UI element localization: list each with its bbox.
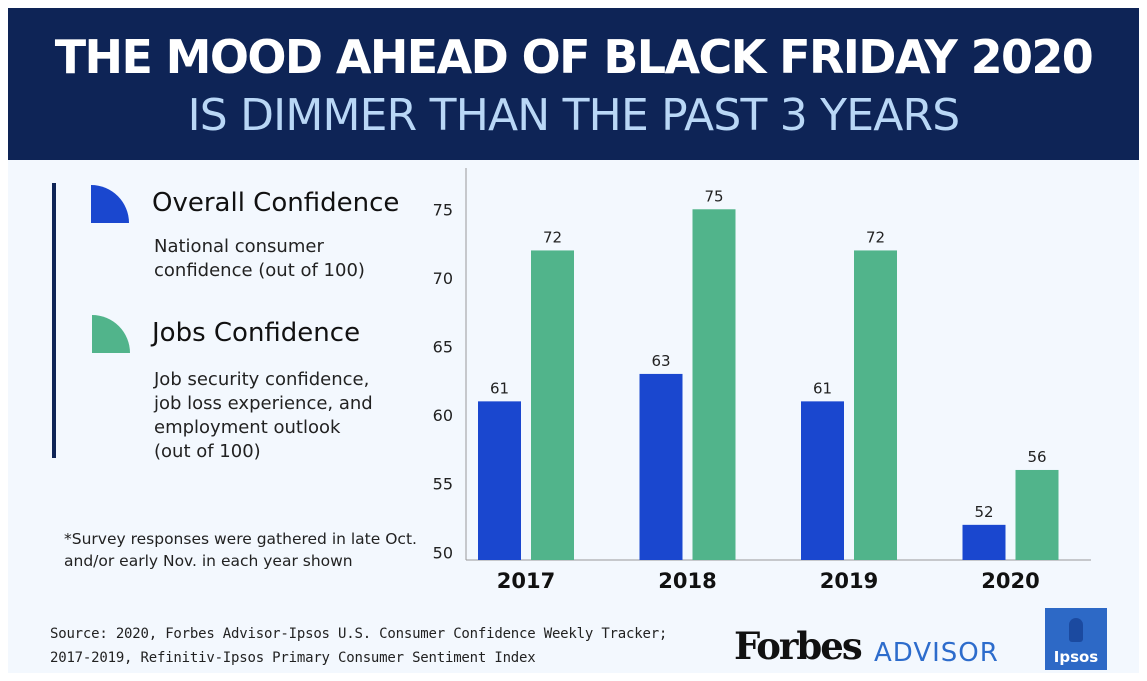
y-tick-label: 60 [433, 406, 453, 425]
bar-value-label: 72 [543, 228, 562, 246]
page-title: THE MOOD AHEAD OF BLACK FRIDAY 2020 [54, 30, 1094, 84]
legend-divider [52, 183, 56, 458]
overall-bar-2020 [962, 524, 1006, 560]
legend-jobs-desc: Job security confidence, job loss experi… [154, 369, 373, 462]
ipsos-logo: Ipsos [1045, 608, 1107, 670]
x-category-label: 2020 [981, 569, 1039, 593]
bar-value-label: 75 [704, 187, 723, 205]
header-banner: THE MOOD AHEAD OF BLACK FRIDAY 2020 IS D… [8, 8, 1139, 160]
legend-overall-title: Overall Confidence [152, 188, 400, 218]
x-category-label: 2018 [658, 569, 716, 593]
bar-value-label: 63 [651, 352, 670, 370]
page-subtitle: IS DIMMER THAN THE PAST 3 YEARS [187, 90, 961, 141]
ipsos-head-icon [1069, 618, 1083, 642]
overall-bar-2019 [801, 401, 844, 560]
bar-value-label: 72 [866, 228, 885, 246]
y-tick-label: 75 [433, 200, 453, 219]
jobs-bar-2019 [854, 250, 897, 560]
bar-value-label: 56 [1027, 448, 1046, 466]
bar-chart: 50 55 60 65 70 75 61 72 2017 63 75 2018 61 72 2019 52 56… [433, 168, 1091, 593]
bar-value-label: 52 [974, 503, 993, 521]
y-tick-label: 65 [433, 337, 453, 356]
overall-bar-2017 [478, 401, 521, 560]
jobs-bar-2017 [531, 250, 574, 560]
x-category-label: 2019 [820, 569, 878, 593]
jobs-bar-2020 [1015, 469, 1059, 560]
y-tick-label: 55 [433, 475, 453, 494]
bar-value-label: 61 [490, 379, 509, 397]
legend-overall-desc: National consumer confidence (out of 100… [154, 236, 365, 281]
y-tick-label: 70 [433, 269, 453, 288]
overall-bar-2018 [639, 373, 683, 560]
source-citation: Source: 2020, Forbes Advisor-Ipsos U.S. … [50, 626, 668, 666]
legend-jobs-title: Jobs Confidence [152, 318, 361, 348]
infographic-card: THE MOOD AHEAD OF BLACK FRIDAY 2020 IS D… [8, 8, 1139, 673]
jobs-bar-2018 [692, 209, 736, 560]
advisor-logo-text: ADVISOR [874, 638, 999, 668]
bar-value-label: 61 [813, 379, 832, 397]
y-tick-label: 50 [433, 543, 453, 562]
x-category-label: 2017 [497, 569, 555, 593]
forbes-logo: Forbes [734, 624, 863, 668]
survey-footnote: *Survey responses were gathered in late … [64, 530, 417, 570]
